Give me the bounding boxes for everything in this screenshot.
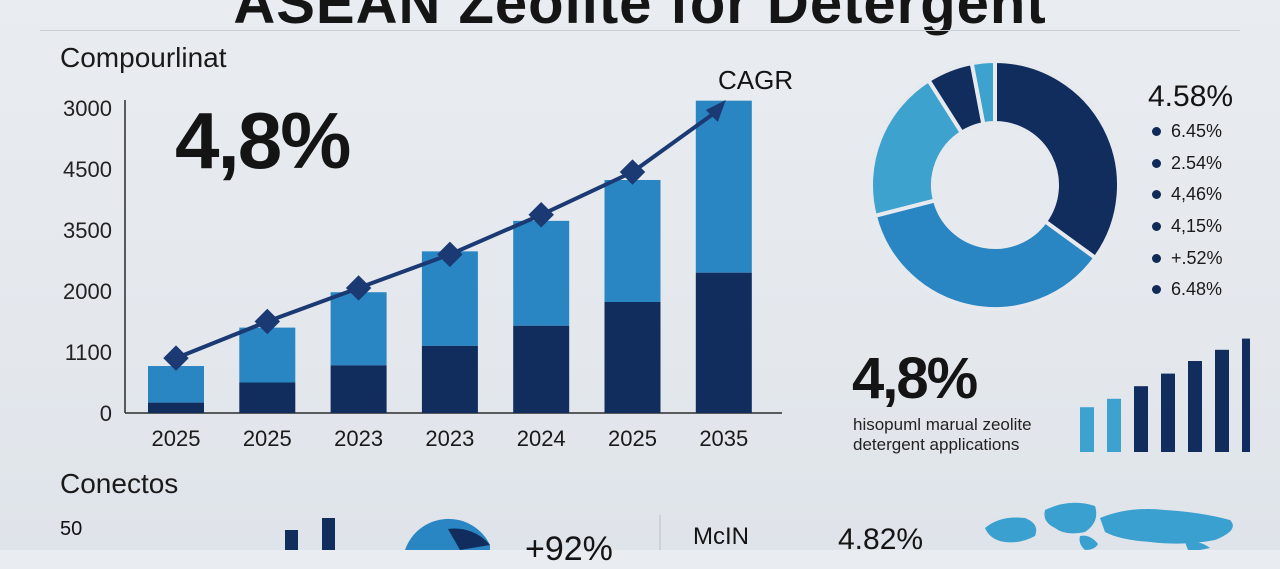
mini-bar-chart [1080, 338, 1250, 452]
legend-label: +.52% [1171, 247, 1223, 268]
bottom-section-label: Conectos [60, 468, 179, 499]
legend-dot [1152, 190, 1161, 200]
bar-segment-bottom [604, 301, 661, 413]
x-tick-label: 2025 [608, 426, 657, 451]
legend-label: 6.45% [1171, 121, 1223, 142]
legend-label: 4,46% [1171, 184, 1223, 205]
mini-bar [1134, 386, 1148, 452]
x-tick-label: 2024 [517, 426, 566, 451]
trend-marker [163, 345, 189, 371]
donut-slice [872, 197, 1099, 311]
x-tick-label: 2023 [425, 426, 474, 451]
bottom-axis-tick: 50 [60, 518, 83, 540]
title-divider [40, 30, 1240, 31]
x-tick-label: 2025 [152, 426, 201, 451]
legend-item: 4,15% [1152, 211, 1223, 243]
bar-segment-top [695, 100, 752, 273]
x-tick-label: 2023 [334, 426, 383, 451]
bar-segment-bottom [330, 365, 387, 413]
legend-dot [1152, 127, 1161, 137]
legend-item: 6.48% [1152, 274, 1223, 306]
bar-segment-bottom [239, 382, 296, 413]
world-map-icon [985, 502, 1233, 550]
bottom-graphics [285, 502, 1233, 550]
trend-marker [528, 202, 554, 228]
right-caption: hisopuml marual zeolite detergent applic… [853, 415, 1032, 455]
legend-dot [1152, 253, 1161, 263]
legend-dot [1152, 285, 1161, 295]
mini-bar [1080, 407, 1094, 452]
bottom-bar-1 [285, 530, 298, 550]
y-tick-label: 1100 [65, 340, 112, 365]
bar-segment-top [239, 327, 296, 383]
bar-segment-top [513, 220, 570, 326]
bar-chart-bars [148, 100, 752, 413]
bar-segment-bottom [421, 345, 478, 413]
bar-segment-bottom [513, 325, 570, 413]
trend-arrowhead [705, 100, 726, 122]
mini-bar [1161, 373, 1175, 452]
x-tick-label: 2025 [243, 426, 292, 451]
donut-slice [869, 77, 965, 219]
donut-slices [869, 58, 1121, 311]
y-tick-label: 4500 [63, 157, 112, 182]
bottom-pct-482: 4.82% [838, 523, 924, 556]
mini-bar [1242, 338, 1250, 452]
mini-bar [1215, 349, 1229, 452]
legend-item: 2.54% [1152, 148, 1223, 180]
y-tick-label: 3000 [63, 96, 112, 121]
mini-bars [1080, 338, 1250, 452]
bottom-bar-2 [322, 518, 335, 550]
bottom-pie-dark-slice [448, 528, 490, 550]
legend-label: 6.48% [1171, 279, 1223, 300]
trend-marker [619, 159, 646, 185]
legend-item: 4,46% [1152, 179, 1223, 211]
donut-chart [869, 58, 1121, 311]
donut-slice [993, 58, 1121, 261]
bar-segment-bottom [148, 402, 204, 413]
bar-segment-bottom [695, 272, 752, 413]
bar-segment-top [330, 292, 387, 366]
bottom-mcin-label: McIN [693, 523, 749, 550]
caption-line-2: detergent applications [853, 435, 1020, 454]
donut-total-pct: 4.58% [1148, 80, 1234, 113]
right-headline-pct: 4,8% [852, 346, 978, 411]
trend-marker [254, 308, 281, 335]
cagr-annotation: CAGR [718, 65, 793, 95]
y-tick-label: 2000 [63, 279, 112, 304]
left-headline-pct: 4,8% [175, 96, 351, 185]
legend-label: 2.54% [1171, 152, 1223, 173]
mini-bar [1107, 398, 1121, 452]
legend-dot [1152, 158, 1161, 168]
trend-marker [345, 275, 372, 301]
legend-dot [1152, 222, 1161, 232]
y-tick-label: 0 [100, 401, 112, 426]
donut-legend: 6.45% 2.54% 4,46% 4,15% +.52% 6.48% [1152, 116, 1223, 306]
bar-segment-top [148, 366, 204, 403]
mini-bar [1188, 361, 1202, 452]
legend-label: 4,15% [1171, 216, 1223, 237]
y-tick-label: 3500 [63, 218, 112, 243]
bar-chart-labels: 0 1100 2000 3500 4500 3000 2025 2025 2023 2023 202… [63, 96, 748, 451]
stacked-bar-chart: 0 1100 2000 3500 4500 3000 2025 2025 2023 2023 202… [63, 65, 793, 451]
legend-item: +.52% [1152, 242, 1223, 274]
bar-chart-trend [163, 100, 726, 371]
x-tick-label: 2035 [699, 426, 748, 451]
left-section-label: Compourlinat [60, 42, 227, 73]
donut-slice [969, 58, 997, 127]
legend-item: 6.45% [1152, 116, 1223, 148]
trend-marker [437, 241, 463, 268]
bar-segment-top [604, 179, 661, 302]
caption-line-1: hisopuml marual zeolite [853, 415, 1032, 434]
